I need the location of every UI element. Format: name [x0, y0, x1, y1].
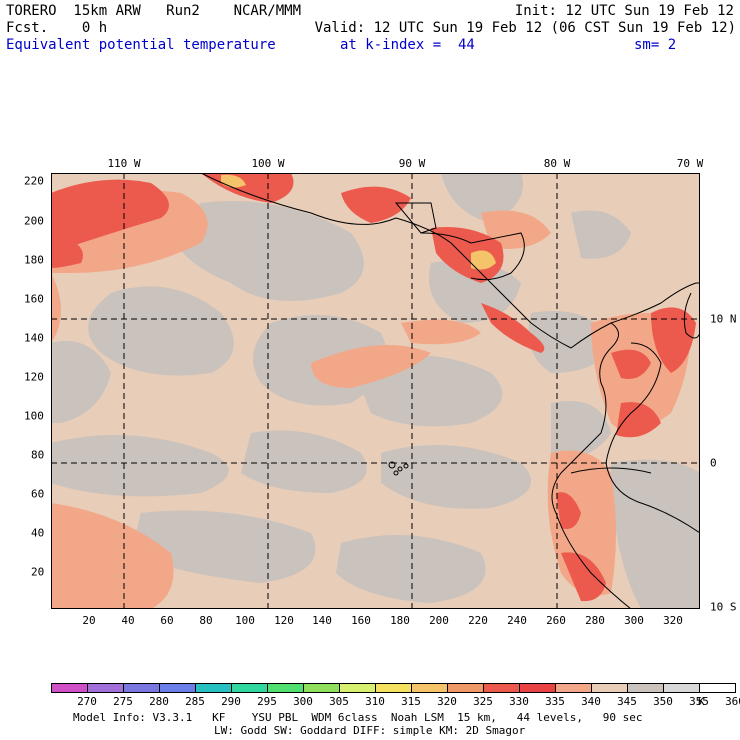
colorbar-cell	[663, 683, 700, 693]
colorbar-label: 345	[617, 695, 637, 708]
colorbar-label: 285	[185, 695, 205, 708]
lat-label-0: 0	[710, 456, 717, 470]
coastlines	[200, 172, 701, 610]
y-label-60: 60	[31, 487, 45, 501]
colorbar-cell	[519, 683, 556, 693]
y-label-120: 120	[24, 370, 44, 384]
colorbar-cell	[195, 683, 232, 693]
colorbar-cell	[555, 683, 592, 693]
colorbar-unit: K	[698, 695, 705, 708]
init-time: Init: 12 UTC Sun 19 Feb 12	[514, 3, 734, 19]
colorbar-label: 310	[365, 695, 385, 708]
lat-label-10s: 10 S	[710, 600, 737, 614]
lon-label-90w: 90 W	[398, 157, 426, 170]
galapagos-islands	[388, 461, 409, 476]
map-canvas	[51, 172, 701, 610]
colorbar-label: 275	[113, 695, 133, 708]
colorbar-label: 280	[149, 695, 169, 708]
colorbar-cell	[411, 683, 448, 693]
x-label-200: 200	[429, 614, 449, 627]
peak-patches	[221, 174, 496, 270]
colorbar-label: 350	[653, 695, 673, 708]
colorbar-label: 305	[329, 695, 349, 708]
colorbar-label: 355	[689, 695, 709, 708]
level-info: at k-index = 44	[340, 37, 475, 53]
x-label-40: 40	[121, 614, 135, 627]
colorbar-label: 295	[257, 695, 277, 708]
x-label-140: 140	[312, 614, 332, 627]
x-label-20: 20	[82, 614, 96, 627]
lon-label-100w: 100 W	[251, 157, 285, 170]
lon-label-70w: 70 W	[676, 157, 704, 170]
theta-e-map[interactable]	[51, 172, 701, 610]
colorbar-cell	[303, 683, 340, 693]
lat-label-10n: 10 N	[710, 312, 737, 326]
field-name: Equivalent potential temperature	[6, 37, 276, 53]
latlon-grid	[51, 173, 700, 609]
y-label-160: 160	[24, 292, 44, 306]
colorbar-cell	[591, 683, 628, 693]
x-label-320: 320	[663, 614, 683, 627]
model-info: Model Info: V3.3.1 KF YSU PBL WDM 6class…	[73, 711, 643, 724]
colorbar-cell	[447, 683, 484, 693]
colorbar-label: 340	[581, 695, 601, 708]
colorbar-cell	[231, 683, 268, 693]
colorbar-cell	[339, 683, 376, 693]
x-label-220: 220	[468, 614, 488, 627]
forecast-hour: Fcst. 0 h	[6, 20, 108, 36]
x-label-180: 180	[390, 614, 410, 627]
colorbar-cell	[123, 683, 160, 693]
colorbar-cell	[87, 683, 124, 693]
warm-patches	[51, 189, 691, 609]
x-label-240: 240	[507, 614, 527, 627]
colorbar-cell	[267, 683, 304, 693]
smoothing-info: sm= 2	[634, 37, 677, 53]
run-title: TORERO 15km ARW Run2 NCAR/MMM	[6, 3, 302, 19]
model-physics: LW: Godd SW: Goddard DIFF: simple KM: 2D…	[214, 724, 526, 737]
y-label-200: 200	[24, 214, 44, 228]
colorbar-label: 315	[401, 695, 421, 708]
colorbar-cell	[159, 683, 196, 693]
colorbar-label: 325	[473, 695, 493, 708]
colorbar-cell	[627, 683, 664, 693]
x-label-60: 60	[160, 614, 174, 627]
colorbar-label: 335	[545, 695, 565, 708]
x-label-80: 80	[199, 614, 213, 627]
x-label-120: 120	[274, 614, 294, 627]
y-label-220: 220	[24, 174, 44, 188]
x-label-260: 260	[546, 614, 566, 627]
y-label-100: 100	[24, 409, 44, 423]
valid-time: Valid: 12 UTC Sun 19 Feb 12 (06 CST Sun …	[314, 20, 736, 36]
colorbar-cell	[483, 683, 520, 693]
colorbar-cell	[699, 683, 736, 693]
y-label-40: 40	[31, 526, 45, 540]
x-label-300: 300	[624, 614, 644, 627]
colorbar-label: 320	[437, 695, 457, 708]
colorbar-label: 290	[221, 695, 241, 708]
map-frame	[51, 173, 700, 609]
lon-label-80w: 80 W	[543, 157, 571, 170]
lon-label-110w: 110 W	[107, 157, 141, 170]
y-label-20: 20	[31, 565, 45, 579]
colorbar-label: 360	[725, 695, 740, 708]
colorbar-cell	[375, 683, 412, 693]
x-label-280: 280	[585, 614, 605, 627]
y-label-80: 80	[31, 448, 45, 462]
colorbar-label: 300	[293, 695, 313, 708]
colorbar-cell	[51, 683, 88, 693]
x-label-160: 160	[351, 614, 371, 627]
x-label-100: 100	[235, 614, 255, 627]
y-label-180: 180	[24, 253, 44, 267]
y-label-140: 140	[24, 331, 44, 345]
colorbar-label: 330	[509, 695, 529, 708]
colorbar-label: 270	[77, 695, 97, 708]
